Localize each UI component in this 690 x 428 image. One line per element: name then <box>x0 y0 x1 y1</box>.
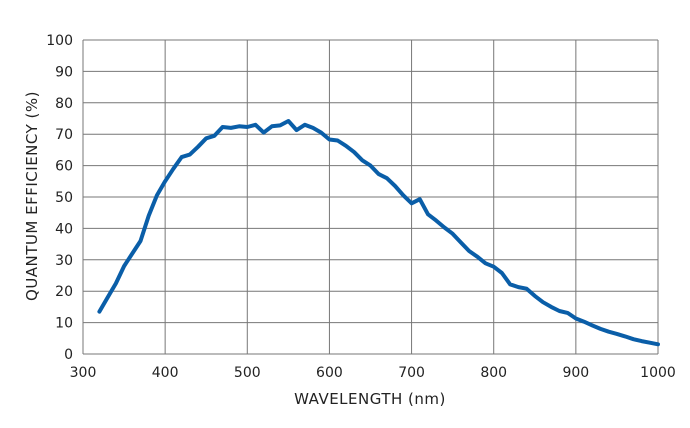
series-layer <box>97 119 660 347</box>
qe-curve <box>97 119 660 347</box>
x-tick-label: 700 <box>398 365 425 381</box>
y-tick-label: 100 <box>46 33 73 49</box>
y-tick-label: 70 <box>55 127 73 143</box>
y-tick-label: 10 <box>55 316 73 332</box>
y-tick-label: 60 <box>55 159 73 175</box>
y-axis-title: QUANTUM EFFICIENCY (%) <box>23 91 41 301</box>
y-tick-label: 0 <box>64 347 73 363</box>
x-tick-label: 900 <box>562 365 589 381</box>
y-tick-label: 30 <box>55 253 73 269</box>
x-tick-label: 400 <box>152 365 179 381</box>
x-tick-label: 1000 <box>640 365 676 381</box>
y-tick-label: 50 <box>55 190 73 206</box>
x-tick-labels: 300 400 500 600 700 800 900 1000 <box>70 365 676 381</box>
y-tick-label: 80 <box>55 96 73 112</box>
x-tick-label: 800 <box>480 365 507 381</box>
x-tick-label: 300 <box>70 365 97 381</box>
grid <box>82 39 659 355</box>
x-tick-label: 600 <box>316 365 343 381</box>
y-tick-label: 40 <box>55 221 73 237</box>
y-tick-labels: 0 10 20 30 40 50 60 70 80 90 100 <box>46 33 73 363</box>
x-tick-label: 500 <box>234 365 261 381</box>
y-tick-label: 20 <box>55 284 73 300</box>
x-axis-title: WAVELENGTH (nm) <box>294 390 446 408</box>
y-tick-label: 90 <box>55 64 73 80</box>
